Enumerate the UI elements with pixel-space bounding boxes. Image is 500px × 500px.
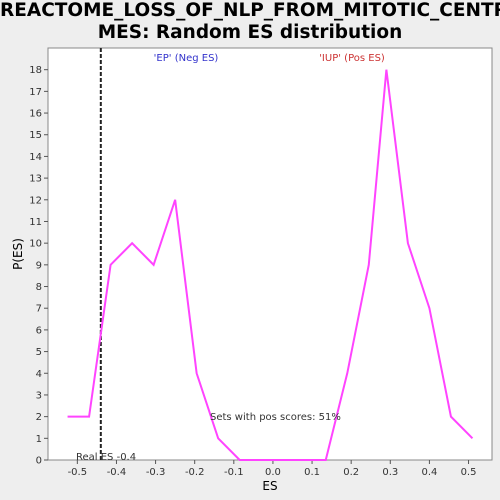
y-tick-label: 14 [29, 152, 42, 163]
y-tick-label: 13 [29, 174, 42, 185]
x-tick-label: 0.4 [421, 467, 437, 478]
x-axis-ticks: -0.5 -0.4 -0.3 -0.2 -0.1 0.0 0.1 0.2 0.3 0.4 0.5 [68, 460, 477, 478]
es-distribution-line [67, 69, 474, 461]
y-tick-label: 2 [36, 412, 42, 423]
plot-area [47, 47, 493, 461]
y-tick-label: 4 [36, 369, 42, 380]
y-tick-label: 17 [29, 87, 42, 98]
x-tick-label: 0.2 [343, 467, 359, 478]
y-tick-label: 7 [36, 304, 42, 315]
y-tick-label: 8 [36, 282, 42, 293]
x-tick-label: -0.1 [224, 467, 244, 478]
x-tick-label: 0.1 [304, 467, 320, 478]
x-tick-label: 0.0 [265, 467, 281, 478]
y-tick-label: 6 [36, 325, 42, 336]
x-tick-label: -0.2 [185, 467, 205, 478]
y-tick-label: 12 [29, 195, 42, 206]
x-tick-label: 0.3 [382, 467, 398, 478]
y-tick-label: 1 [36, 434, 42, 445]
pos-scores-label: Sets with pos scores: 51% [210, 412, 341, 423]
y-tick-label: 3 [36, 390, 42, 401]
y-tick-label: 9 [36, 260, 42, 271]
y-tick-label: 16 [29, 109, 42, 120]
x-tick-label: -0.5 [68, 467, 88, 478]
chart-title-line-1: REACTOME_LOSS_OF_NLP_FROM_MITOTIC_CENTRO… [0, 0, 500, 21]
y-tick-label: 10 [29, 239, 42, 250]
y-tick-label: 5 [36, 347, 42, 358]
x-axis-label: ES [262, 479, 277, 493]
x-tick-label: -0.3 [146, 467, 166, 478]
y-tick-label: 0 [36, 456, 42, 467]
neg-es-label: 'EP' (Neg ES) [154, 53, 219, 64]
y-tick-label: 18 [29, 65, 42, 76]
y-tick-label: 11 [29, 217, 42, 228]
x-tick-label: 0.5 [461, 467, 477, 478]
real-es-label: Real ES -0.4 [76, 452, 136, 463]
y-tick-label: 15 [29, 130, 42, 141]
chart-title-line-2: MES: Random ES distribution [97, 22, 403, 43]
chart-title: REACTOME_LOSS_OF_NLP_FROM_MITOTIC_CENTRO… [0, 0, 500, 44]
pos-es-label: 'IUP' (Pos ES) [319, 53, 385, 64]
x-tick-label: -0.4 [107, 467, 127, 478]
y-axis-label: P(ES) [11, 238, 25, 270]
